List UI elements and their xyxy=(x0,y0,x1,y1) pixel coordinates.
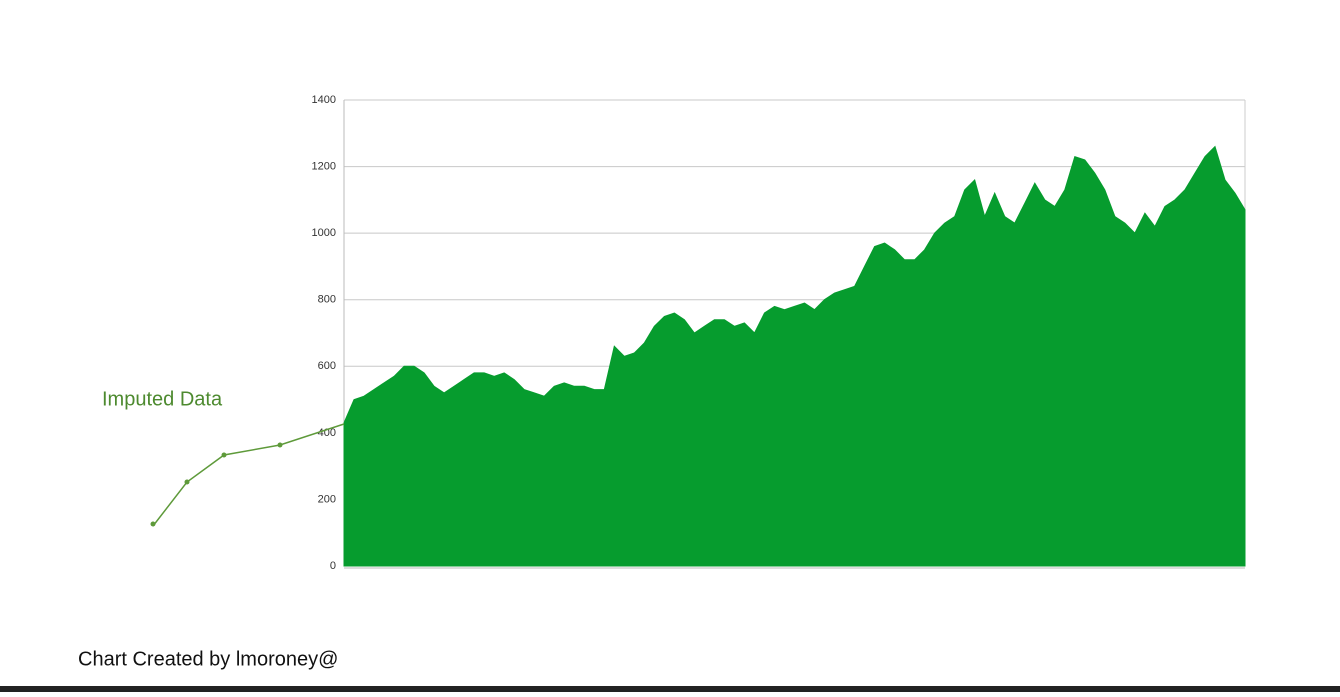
y-tick-label: 600 xyxy=(318,360,336,372)
area xyxy=(343,145,1246,567)
y-tick-label: 1200 xyxy=(312,160,336,172)
y-tick-label: 800 xyxy=(318,294,336,306)
footer: Chart Created by lmoroney@ xyxy=(78,648,338,670)
annotation-markers xyxy=(150,442,283,527)
marker xyxy=(150,521,156,527)
marker xyxy=(277,442,283,448)
marker xyxy=(221,452,227,458)
y-tick-label: 1400 xyxy=(312,94,336,106)
y-tick-label: 200 xyxy=(318,493,336,505)
marker xyxy=(184,479,190,485)
y-tick-label: 400 xyxy=(318,427,336,439)
y-tick-label: 0 xyxy=(330,560,336,572)
annotation: Imputed Data xyxy=(102,388,223,410)
y-tick-label: 1000 xyxy=(312,227,336,239)
progress-bar xyxy=(0,686,1340,692)
